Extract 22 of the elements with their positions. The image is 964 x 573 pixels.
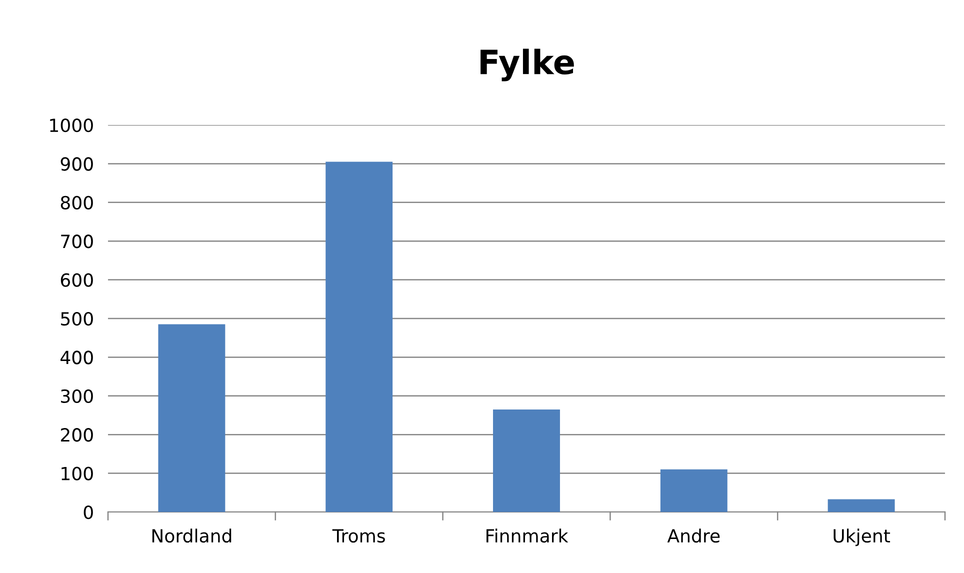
y-tick-label: 700 [61,234,93,248]
chart-title: Fylke [480,48,574,82]
x-tick-label: Troms [332,529,385,543]
y-tick-label: 400 [60,350,93,364]
bar [493,409,560,512]
bar [828,499,895,512]
y-tick-label: 800 [60,196,93,210]
bar [158,324,226,512]
y-tick-label: 100 [62,466,93,480]
x-tick-label: Andre [667,528,720,543]
x-tick-label: Ukjent [834,528,890,546]
x-tick-label: Finnmark [486,528,568,543]
y-tick-label: 200 [60,428,93,442]
y-tick-label: 600 [60,273,93,287]
y-tick-label: 300 [61,389,93,404]
y-tick-label: 500 [61,312,93,326]
bar [326,162,393,512]
x-tick-label: Nordland [152,528,232,543]
y-tick-label: 0 [84,505,93,520]
bar [660,469,728,512]
y-tick-label: 1000 [50,118,93,132]
y-tick-label: 900 [60,157,93,171]
